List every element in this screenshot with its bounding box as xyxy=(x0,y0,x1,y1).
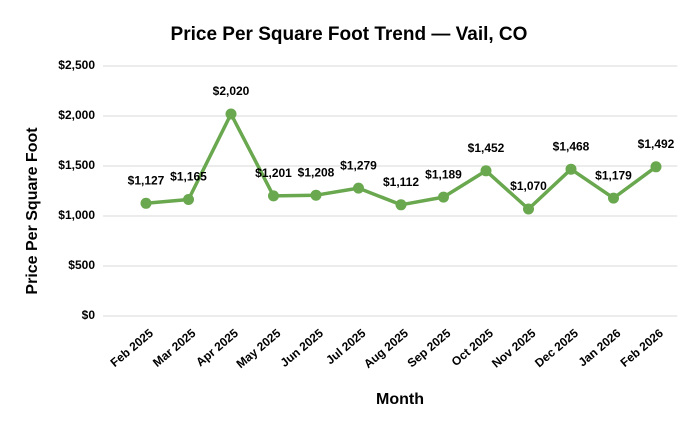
data-point xyxy=(268,190,279,202)
x-tick-label: Mar 2025 xyxy=(150,326,199,370)
data-point xyxy=(353,182,364,194)
y-axis-title: Price Per Square Foot xyxy=(24,127,41,295)
x-tick-label: Apr 2025 xyxy=(193,326,241,370)
chart-title: Price Per Square Foot Trend — Vail, CO xyxy=(171,24,528,45)
y-tick-label: $2,500 xyxy=(58,58,95,72)
data-point xyxy=(650,161,662,173)
data-point xyxy=(438,191,449,203)
data-label: $1,452 xyxy=(468,141,505,155)
x-tick-label: Aug 2025 xyxy=(361,326,411,371)
y-tick-label: $0 xyxy=(82,308,96,322)
data-label: $1,165 xyxy=(170,170,207,184)
x-tick-label: Oct 2025 xyxy=(449,326,497,369)
y-tick-label: $1,000 xyxy=(58,208,95,222)
data-label: $1,492 xyxy=(638,137,675,151)
data-point xyxy=(225,108,237,120)
data-label: $1,201 xyxy=(255,166,292,180)
data-label: $1,208 xyxy=(298,165,335,179)
data-point xyxy=(310,189,322,201)
x-tick-label: Feb 2026 xyxy=(618,326,667,370)
y-tick-label: $1,500 xyxy=(58,158,95,172)
x-tick-label: Jun 2025 xyxy=(278,326,327,370)
data-point xyxy=(395,199,407,211)
x-tick-label: Nov 2025 xyxy=(489,326,539,371)
data-point xyxy=(140,197,152,209)
x-tick-label: Dec 2025 xyxy=(532,326,581,370)
data-label: $1,070 xyxy=(510,179,547,193)
data-label: $1,179 xyxy=(595,168,632,182)
data-label: $2,020 xyxy=(213,84,250,98)
data-point xyxy=(565,163,577,175)
data-point xyxy=(523,203,534,215)
x-tick-label: Feb 2025 xyxy=(108,326,157,370)
data-label: $1,189 xyxy=(425,167,462,181)
data-label: $1,112 xyxy=(383,175,419,189)
data-point xyxy=(480,165,492,177)
x-axis-title: Month xyxy=(376,391,424,408)
data-point xyxy=(608,192,619,204)
data-line xyxy=(145,112,658,211)
data-point xyxy=(183,194,194,205)
x-tick-label: May 2025 xyxy=(234,326,284,371)
y-tick-label: $500 xyxy=(68,258,95,272)
x-tick-label: Sep 2025 xyxy=(405,326,454,370)
data-label: $1,468 xyxy=(553,139,590,153)
data-label: $1,127 xyxy=(128,173,165,187)
data-label: $1,279 xyxy=(340,158,377,172)
x-tick-label: Jan 2026 xyxy=(576,326,624,370)
y-tick-label: $2,000 xyxy=(58,108,95,122)
